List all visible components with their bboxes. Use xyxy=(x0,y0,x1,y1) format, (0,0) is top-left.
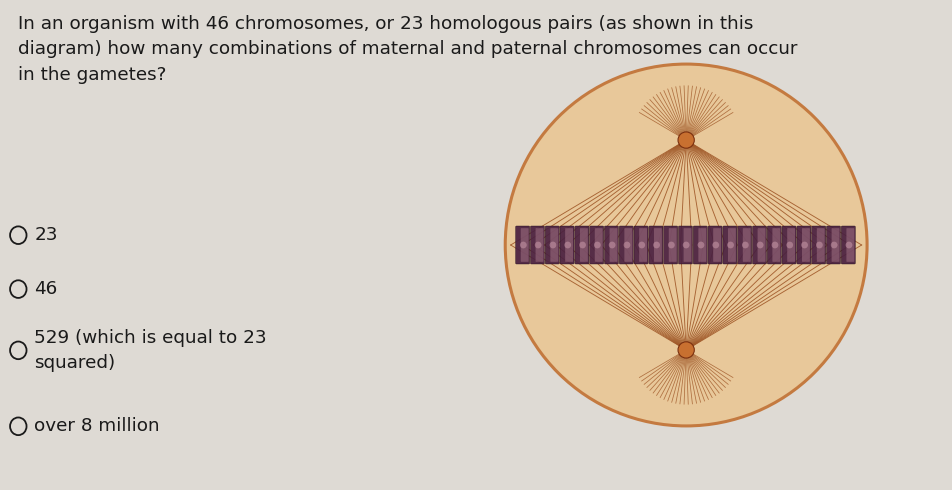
Text: over 8 million: over 8 million xyxy=(34,417,160,435)
Circle shape xyxy=(830,242,837,248)
FancyBboxPatch shape xyxy=(530,226,544,264)
Text: 23: 23 xyxy=(34,226,58,244)
Text: In an organism with 46 chromosomes, or 23 homologous pairs (as shown in this
dia: In an organism with 46 chromosomes, or 2… xyxy=(18,15,797,84)
Circle shape xyxy=(682,242,689,248)
FancyBboxPatch shape xyxy=(712,228,721,262)
Circle shape xyxy=(677,132,694,148)
FancyBboxPatch shape xyxy=(678,345,693,354)
Circle shape xyxy=(505,64,866,426)
Circle shape xyxy=(771,242,778,248)
FancyBboxPatch shape xyxy=(545,226,559,264)
FancyBboxPatch shape xyxy=(796,226,810,264)
Circle shape xyxy=(742,242,748,248)
FancyBboxPatch shape xyxy=(604,226,618,264)
Circle shape xyxy=(726,242,733,248)
FancyBboxPatch shape xyxy=(535,228,543,262)
FancyBboxPatch shape xyxy=(589,226,603,264)
FancyBboxPatch shape xyxy=(831,228,839,262)
Circle shape xyxy=(623,242,629,248)
FancyBboxPatch shape xyxy=(633,226,647,264)
FancyBboxPatch shape xyxy=(692,226,706,264)
FancyBboxPatch shape xyxy=(742,228,750,262)
Circle shape xyxy=(564,242,570,248)
FancyBboxPatch shape xyxy=(520,228,528,262)
Circle shape xyxy=(667,242,674,248)
FancyBboxPatch shape xyxy=(678,136,693,145)
FancyBboxPatch shape xyxy=(816,228,823,262)
Circle shape xyxy=(697,242,704,248)
FancyBboxPatch shape xyxy=(698,228,705,262)
FancyBboxPatch shape xyxy=(771,228,780,262)
FancyBboxPatch shape xyxy=(609,228,617,262)
Circle shape xyxy=(756,242,763,248)
Circle shape xyxy=(593,242,600,248)
Circle shape xyxy=(815,242,822,248)
FancyBboxPatch shape xyxy=(549,228,558,262)
Circle shape xyxy=(785,242,792,248)
FancyBboxPatch shape xyxy=(782,226,795,264)
FancyBboxPatch shape xyxy=(580,228,587,262)
FancyBboxPatch shape xyxy=(653,228,661,262)
FancyBboxPatch shape xyxy=(639,228,646,262)
Circle shape xyxy=(652,242,659,248)
FancyBboxPatch shape xyxy=(648,226,663,264)
Circle shape xyxy=(534,242,541,248)
FancyBboxPatch shape xyxy=(802,228,809,262)
Circle shape xyxy=(712,242,719,248)
FancyBboxPatch shape xyxy=(683,228,691,262)
FancyBboxPatch shape xyxy=(624,228,631,262)
FancyBboxPatch shape xyxy=(574,226,588,264)
FancyBboxPatch shape xyxy=(811,226,824,264)
FancyBboxPatch shape xyxy=(723,226,736,264)
FancyBboxPatch shape xyxy=(515,226,529,264)
Circle shape xyxy=(549,242,556,248)
Circle shape xyxy=(844,242,851,248)
FancyBboxPatch shape xyxy=(678,226,692,264)
FancyBboxPatch shape xyxy=(752,226,765,264)
FancyBboxPatch shape xyxy=(707,226,722,264)
FancyBboxPatch shape xyxy=(737,226,751,264)
FancyBboxPatch shape xyxy=(727,228,735,262)
Circle shape xyxy=(638,242,645,248)
Circle shape xyxy=(677,342,694,358)
FancyBboxPatch shape xyxy=(663,226,677,264)
FancyBboxPatch shape xyxy=(560,226,573,264)
FancyBboxPatch shape xyxy=(668,228,676,262)
FancyBboxPatch shape xyxy=(594,228,602,262)
FancyBboxPatch shape xyxy=(845,228,853,262)
Text: 529 (which is equal to 23
squared): 529 (which is equal to 23 squared) xyxy=(34,329,267,372)
Circle shape xyxy=(579,242,585,248)
FancyBboxPatch shape xyxy=(565,228,572,262)
FancyBboxPatch shape xyxy=(786,228,794,262)
FancyBboxPatch shape xyxy=(825,226,840,264)
Circle shape xyxy=(801,242,807,248)
Text: 46: 46 xyxy=(34,280,57,298)
FancyBboxPatch shape xyxy=(766,226,781,264)
FancyBboxPatch shape xyxy=(757,228,764,262)
Circle shape xyxy=(520,242,526,248)
FancyBboxPatch shape xyxy=(619,226,633,264)
Circle shape xyxy=(608,242,615,248)
FancyBboxPatch shape xyxy=(841,226,855,264)
